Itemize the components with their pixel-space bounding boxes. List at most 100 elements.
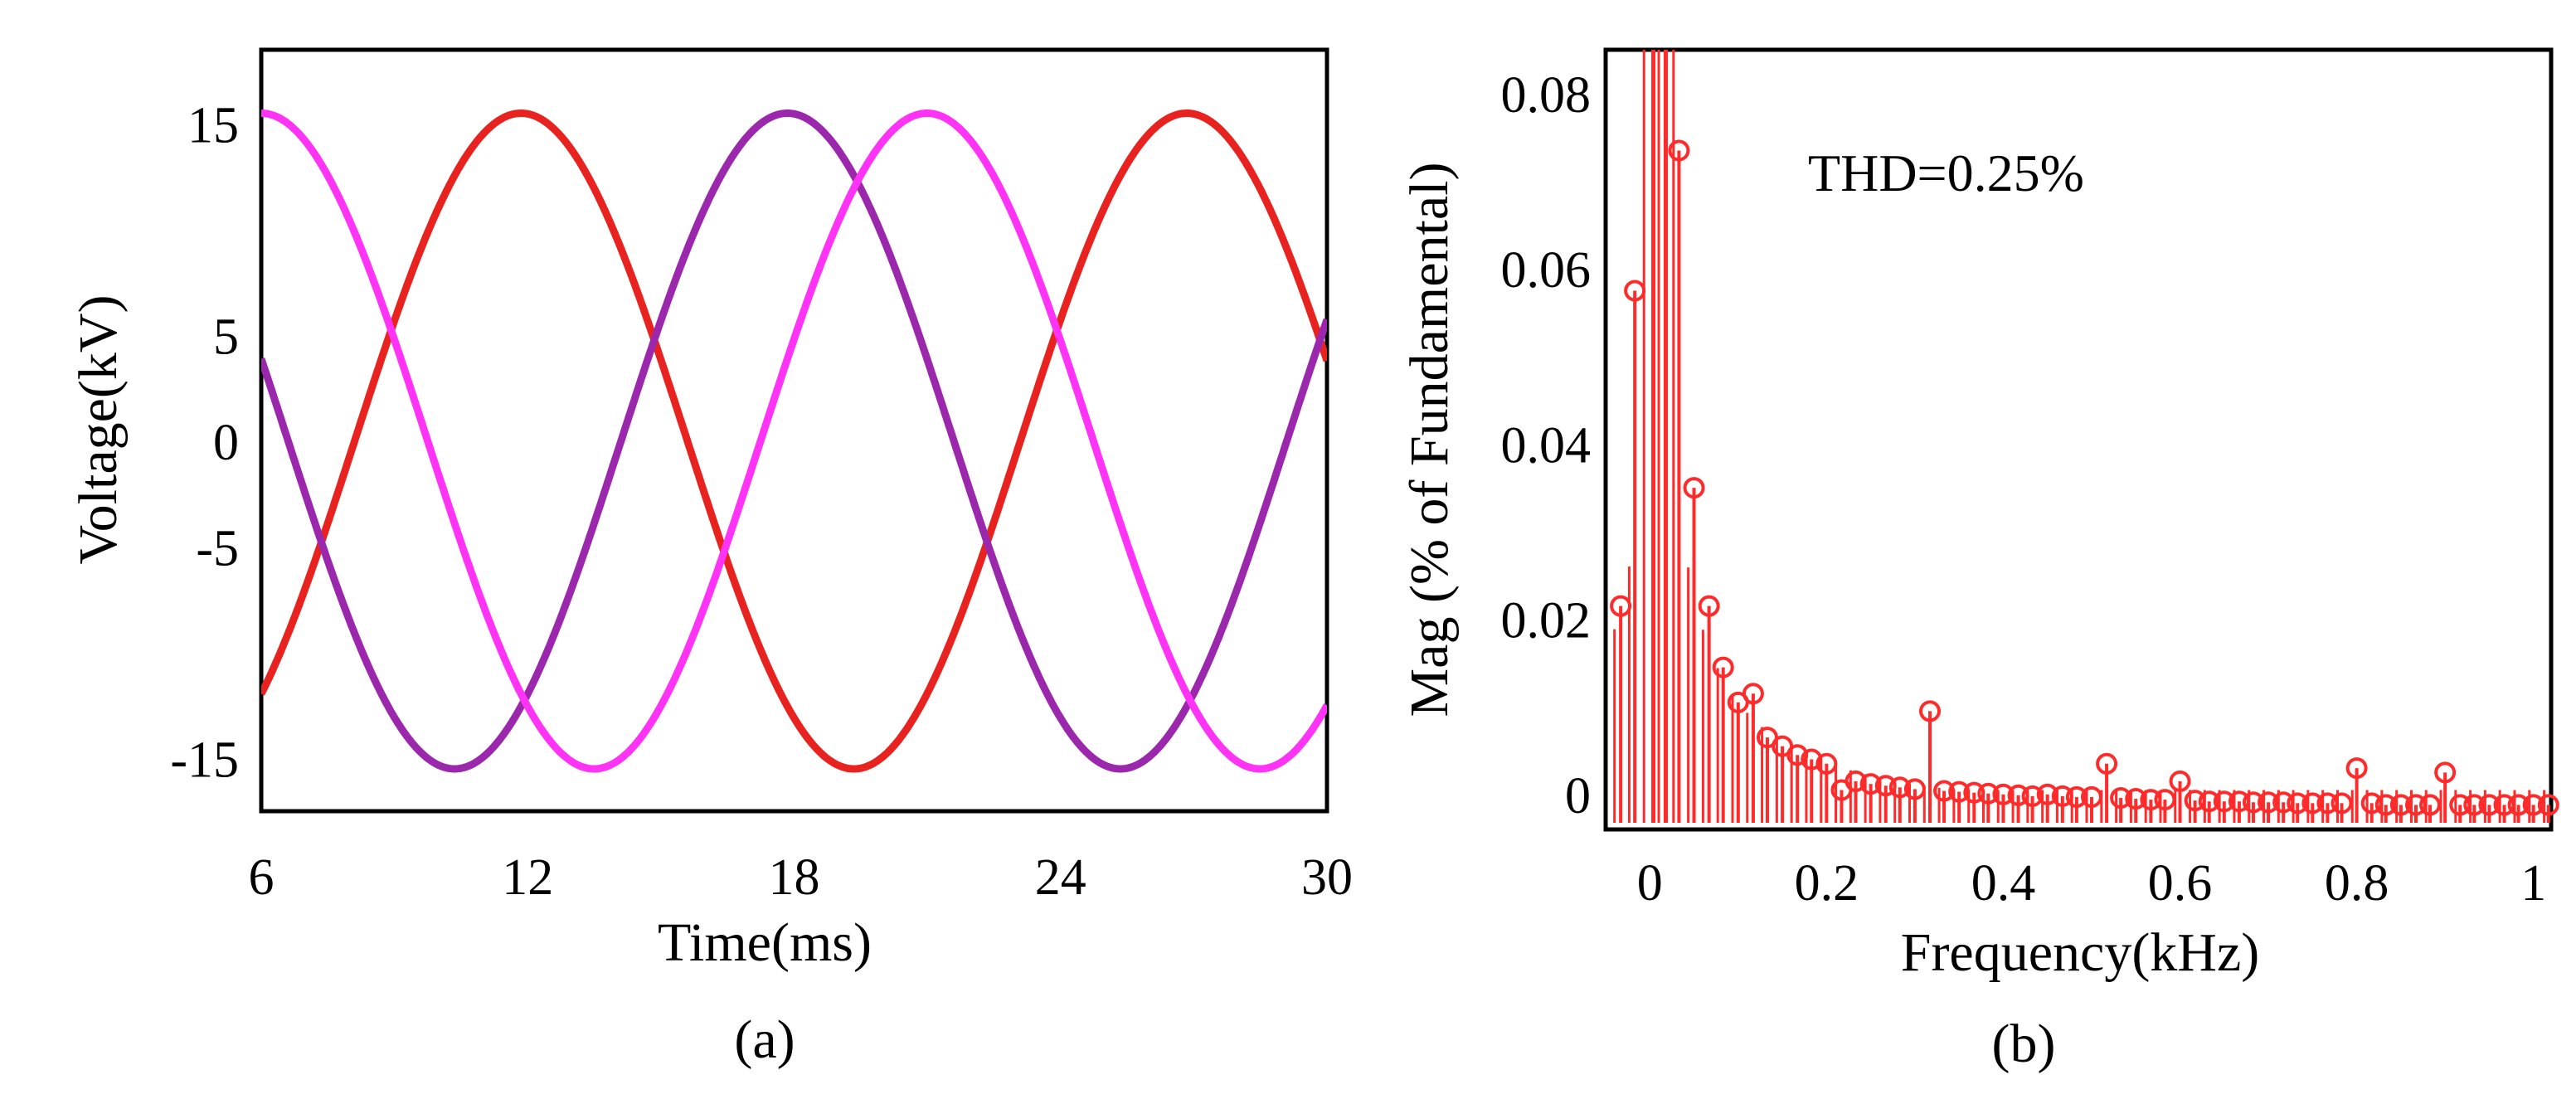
chart-a-y-tick-label: 15 [187,97,239,153]
chart-b-stem-marker [2125,788,2147,810]
chart-b-stem-marker [2140,789,2162,811]
chart-a-series-1 [261,109,1327,773]
chart-b-stem-marker [2374,794,2397,816]
chart-b-stem-marker [1888,776,1911,799]
chart-b-stem-marker [1742,683,1764,705]
chart-a-plot-frame [259,47,1329,814]
chart-a-x-ticks: 6 12 18 24 30 [249,849,1354,906]
chart-b-stem-marker [2360,792,2383,815]
chart-b-y-axis-label: Mag (% of Fundamental) [1399,163,1460,717]
chart-b-stem-marker [2507,794,2530,816]
chart-b-stem-marker [1859,773,1882,795]
chart-b-stem-marker [1683,477,1705,499]
chart-a-x-tick-label: 24 [1035,849,1086,906]
chart-b-stem-marker [2228,790,2250,813]
chart-b-annotation-thd: THD=0.25% [1808,143,2084,202]
chart-b-stem-marker [2021,785,2044,807]
chart-b-stem-marker [2154,789,2176,811]
chart-b-x-tick-label: 0.4 [1971,855,2036,912]
chart-b-stem-marker [1919,700,1942,722]
chart-b-stem-marker [2404,794,2427,816]
chart-b-stem-marker [2007,784,2029,806]
chart-b-stem-marker [2449,794,2472,816]
chart-b-stem-marker [2272,791,2295,814]
chart-b: 0 0.2 0.4 0.6 0.8 1 0.08 0.06 0.04 0.02 0 THD=0.2… [1399,47,2559,1074]
chart-b-y-ticks: 0.08 0.06 0.04 0.02 0 [1501,67,1592,824]
chart-b-stem-marker [2169,770,2191,792]
chart-a-x-axis-label: Time(ms) [658,912,872,973]
chart-a-y-tick-label: -15 [170,732,239,788]
chart-b-stem-marker [2316,792,2339,815]
chart-b-stem-marker [2493,794,2515,816]
chart-a-y-ticks: 15 5 0 -5 -15 [170,97,239,788]
chart-b-x-tick-label: 0.6 [2148,855,2213,912]
chart-b-y-tick-label: 0.04 [1501,417,1592,474]
chart-b-stem-marker [2389,794,2412,816]
chart-b-stem-marker [1786,744,1809,766]
chart-b-stem-marker [2036,783,2058,805]
chart-a-y-tick-label: 0 [213,415,239,471]
chart-b-stem-marker [2287,792,2309,815]
chart-b-stem-marker [2434,761,2457,784]
chart-a-series-group [261,109,1327,773]
chart-b-stem-marker [1963,781,1985,804]
chart-b-stem-marker [2065,785,2088,808]
chart-b-y-tick-label: 0.06 [1501,242,1592,299]
chart-b-stem-marker [2051,785,2073,807]
chart-b-stem-marker [1992,783,2015,805]
chart-b-plot-frame [1603,47,2554,832]
chart-b-stem-marker [1712,656,1734,678]
chart-b-x-tick-label: 0.8 [2325,855,2389,912]
chart-b-stem-marker [2345,757,2368,780]
chart-b-stem-marker [1933,780,1956,802]
chart-b-stem-marker [2096,752,2118,775]
chart-b-stem-marker [2419,794,2442,816]
chart-b-stem-marker [1624,280,1646,302]
chart-b-stem-marker [2522,794,2544,816]
chart-b-x-ticks: 0 0.2 0.4 0.6 0.8 1 [1637,855,2546,912]
chart-b-stem-marker [2331,792,2353,815]
chart-a-y-axis-label: Voltage(kV) [68,294,129,564]
chart-a-x-tick-label: 30 [1301,849,1353,906]
chart-b-stem-marker [2463,794,2486,816]
chart-a-series-2 [261,109,1327,773]
chart-a-x-tick-label: 18 [769,849,820,906]
chart-b-stem-marker [2301,792,2324,815]
chart-b-stem-marker [1845,770,1867,792]
chart-b-stem-marker [1948,780,1971,803]
chart-b-stem-marker [1801,748,1823,771]
chart-b-y-tick-label: 0.08 [1501,67,1592,124]
chart-b-stem-marker [1815,752,1838,775]
chart-b-stem-marker [2258,791,2280,814]
chart-b-stem-marker [1698,595,1720,617]
chart-b-caption: (b) [1992,1014,2056,1074]
chart-b-y-tick-label: 0.02 [1501,593,1592,649]
chart-b-stem-marker [2213,790,2235,813]
chart-b-stem-marker [1610,595,1632,617]
chart-a-series-3 [261,109,1327,773]
chart-b-stem-marker [2242,791,2264,814]
chart-b-stem-marker [2184,790,2206,812]
chart-a-x-tick-label: 6 [249,849,275,906]
chart-b-stem-marker [1668,139,1690,162]
chart-a-x-tick-label: 12 [502,849,553,906]
chart-b-x-axis-label: Frequency(kHz) [1901,922,2259,983]
chart-b-y-tick-label: 0 [1565,768,1591,824]
chart-a-caption: (a) [734,1009,795,1070]
chart-b-x-tick-label: 0.2 [1795,855,1859,912]
chart-b-x-tick-label: 0 [1637,855,1663,912]
chart-a-y-tick-label: -5 [196,520,239,576]
chart-b-stem-marker [1977,782,2000,805]
chart-b-stem-marker [1874,775,1897,797]
chart-b-stem-marker [2478,794,2501,816]
chart-b-stem-marker [2080,785,2102,808]
chart-b-x-tick-label: 1 [2520,855,2546,912]
chart-b-stem-marker [2198,790,2220,813]
chart-a: 6 12 18 24 30 15 5 0 -5 -15 Time(ms) Voltage(kV)… [68,47,1354,1070]
chart-a-y-tick-label: 5 [213,309,239,365]
chart-b-stem-marker [1903,778,1926,800]
chart-b-stems [1610,139,2559,823]
chart-b-stem-marker [2537,794,2559,816]
chart-b-stem-marker [2110,786,2132,809]
